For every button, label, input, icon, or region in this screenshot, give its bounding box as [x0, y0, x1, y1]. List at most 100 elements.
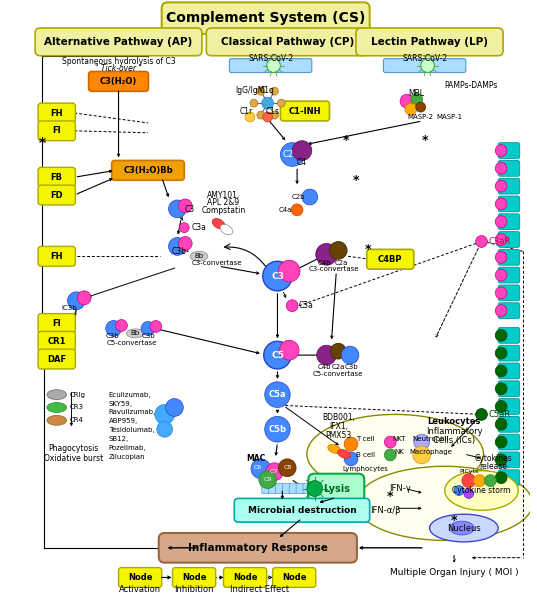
Text: Compstatin: Compstatin	[201, 206, 245, 215]
Text: Zilucoplan: Zilucoplan	[108, 454, 146, 460]
Text: SARS-CoV-2: SARS-CoV-2	[402, 54, 447, 63]
Text: MBL: MBL	[408, 89, 424, 98]
Text: *: *	[365, 243, 371, 256]
Text: C4BP: C4BP	[378, 255, 403, 264]
Text: C3a: C3a	[191, 223, 206, 232]
Circle shape	[250, 99, 258, 107]
Text: Microbial destruction: Microbial destruction	[248, 506, 357, 515]
Text: SKY59,: SKY59,	[108, 401, 133, 407]
Circle shape	[245, 112, 255, 122]
Circle shape	[464, 488, 474, 499]
Text: CRIg: CRIg	[69, 392, 85, 398]
Text: PMX53: PMX53	[325, 431, 351, 440]
Circle shape	[307, 481, 323, 496]
Circle shape	[476, 236, 488, 247]
FancyBboxPatch shape	[159, 533, 357, 563]
Circle shape	[344, 437, 358, 451]
FancyBboxPatch shape	[162, 2, 369, 34]
Circle shape	[155, 404, 175, 424]
Circle shape	[416, 102, 426, 112]
FancyBboxPatch shape	[498, 267, 520, 283]
Circle shape	[257, 87, 265, 95]
Text: Lymphocytes: Lymphocytes	[343, 466, 389, 472]
Text: Lysis: Lysis	[323, 484, 350, 494]
Text: C1r: C1r	[240, 107, 253, 116]
FancyBboxPatch shape	[498, 178, 520, 194]
Text: T cell: T cell	[356, 436, 375, 442]
Circle shape	[271, 111, 279, 119]
Text: C2a: C2a	[335, 260, 348, 266]
FancyBboxPatch shape	[112, 160, 184, 180]
Circle shape	[495, 180, 507, 192]
FancyBboxPatch shape	[234, 499, 369, 522]
Text: NKT: NKT	[393, 436, 406, 442]
Circle shape	[330, 343, 346, 359]
Text: C8: C8	[283, 465, 292, 470]
Circle shape	[495, 163, 507, 174]
Text: FH: FH	[50, 109, 63, 118]
FancyBboxPatch shape	[308, 474, 364, 503]
FancyBboxPatch shape	[38, 314, 75, 334]
FancyBboxPatch shape	[498, 363, 520, 379]
FancyBboxPatch shape	[303, 484, 311, 493]
Ellipse shape	[126, 329, 144, 338]
Text: Phagocytosis: Phagocytosis	[48, 445, 99, 454]
Circle shape	[495, 198, 507, 210]
Text: Cytokines: Cytokines	[474, 454, 512, 463]
Text: AMY101,: AMY101,	[207, 191, 240, 200]
Ellipse shape	[430, 514, 498, 542]
Ellipse shape	[212, 218, 225, 229]
Circle shape	[292, 140, 312, 160]
Ellipse shape	[449, 521, 474, 535]
Circle shape	[263, 261, 292, 291]
Text: C5b: C5b	[268, 425, 286, 434]
Text: C1s: C1s	[266, 107, 280, 116]
Circle shape	[178, 236, 192, 250]
Text: *: *	[387, 490, 394, 503]
Circle shape	[495, 305, 507, 317]
Text: BDB001,: BDB001,	[322, 413, 355, 422]
Text: PICyts: PICyts	[459, 469, 478, 474]
Text: C6: C6	[253, 465, 262, 470]
Circle shape	[77, 291, 91, 305]
Circle shape	[279, 260, 300, 282]
Circle shape	[414, 434, 430, 450]
Circle shape	[400, 94, 414, 108]
Circle shape	[316, 244, 337, 265]
Text: Classical Pathway (CP): Classical Pathway (CP)	[221, 37, 354, 47]
Circle shape	[286, 300, 298, 311]
Circle shape	[317, 345, 336, 365]
FancyBboxPatch shape	[498, 452, 520, 468]
Circle shape	[178, 199, 192, 213]
FancyBboxPatch shape	[35, 28, 202, 56]
Circle shape	[495, 383, 507, 395]
Text: C3aR: C3aR	[488, 237, 511, 246]
Circle shape	[150, 320, 162, 332]
Text: C3: C3	[271, 272, 284, 281]
FancyBboxPatch shape	[498, 160, 520, 176]
Circle shape	[495, 269, 507, 281]
Text: IFX1,: IFX1,	[329, 422, 348, 431]
Ellipse shape	[328, 445, 341, 454]
Circle shape	[420, 59, 434, 73]
Text: C3(H₂O): C3(H₂O)	[100, 77, 137, 86]
FancyBboxPatch shape	[498, 398, 520, 415]
Circle shape	[411, 93, 423, 105]
Text: Bb: Bb	[194, 253, 204, 259]
Circle shape	[165, 398, 183, 416]
Text: Inflammatory: Inflammatory	[426, 427, 482, 436]
Text: Node: Node	[233, 573, 257, 582]
FancyBboxPatch shape	[119, 568, 162, 587]
Text: Oxidative burst: Oxidative burst	[44, 454, 103, 463]
Text: C1q: C1q	[260, 86, 275, 95]
Text: Indirect Effect: Indirect Effect	[230, 585, 289, 594]
Ellipse shape	[47, 403, 67, 412]
Circle shape	[495, 251, 507, 263]
FancyBboxPatch shape	[275, 484, 284, 493]
FancyBboxPatch shape	[289, 484, 297, 493]
FancyBboxPatch shape	[498, 196, 520, 212]
Circle shape	[279, 459, 296, 476]
Text: C2b: C2b	[292, 194, 305, 200]
Circle shape	[278, 99, 285, 107]
Text: MASP-1: MASP-1	[437, 114, 462, 120]
